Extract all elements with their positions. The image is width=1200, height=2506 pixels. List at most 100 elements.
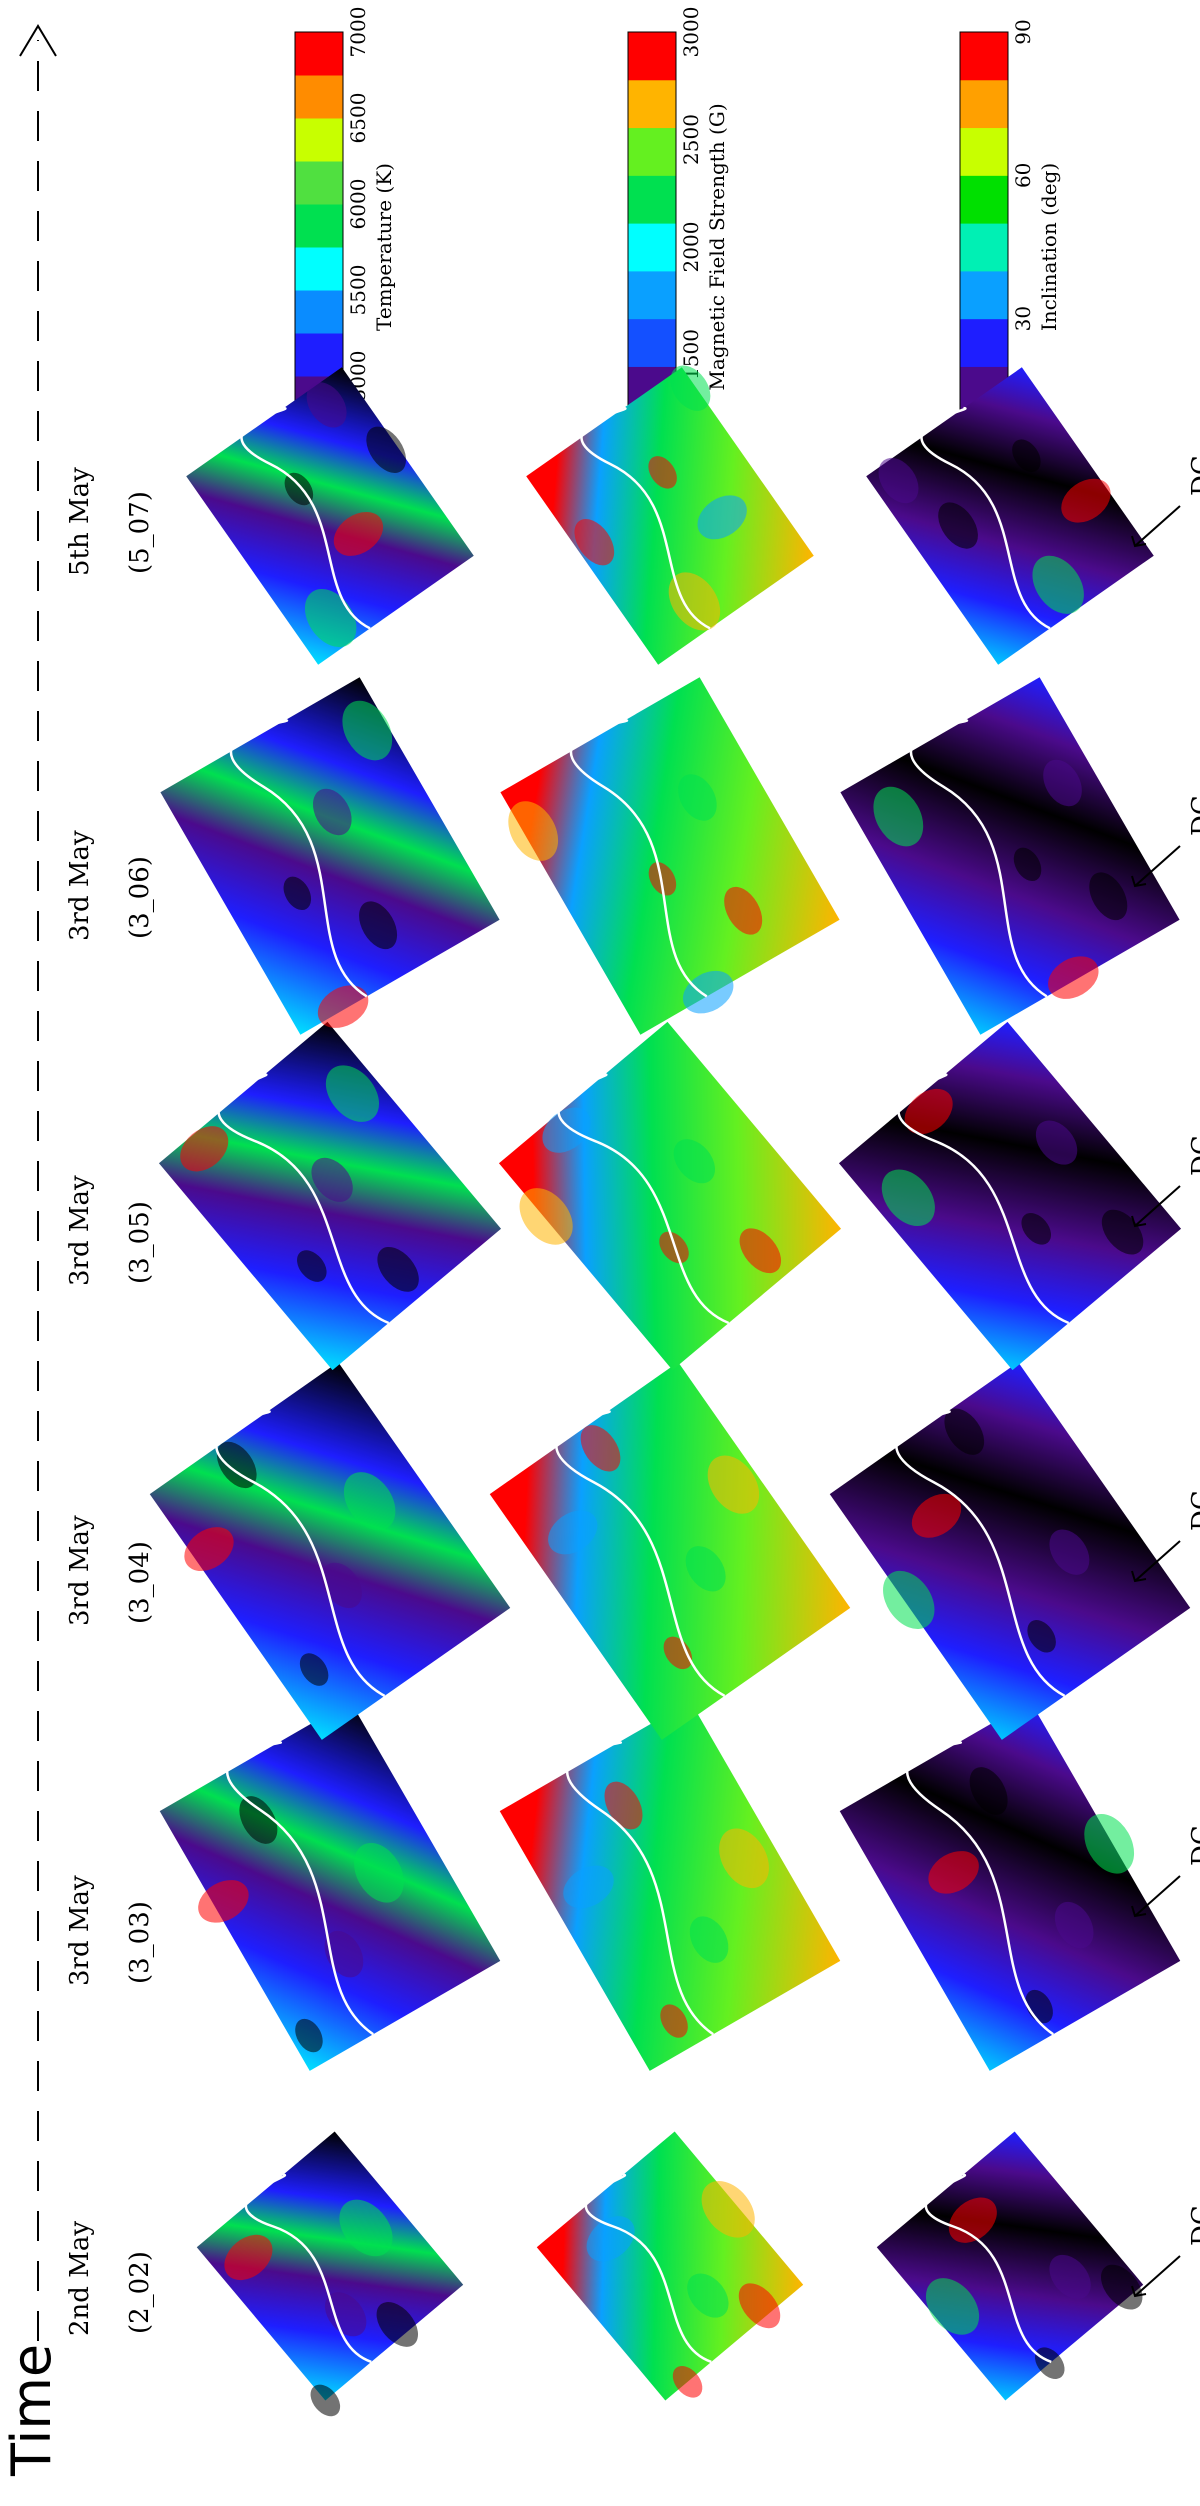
map-feature	[724, 886, 763, 935]
map-image	[159, 1701, 501, 2071]
map-image	[866, 367, 1154, 665]
map-feature	[574, 518, 615, 566]
colorbar-tick-label: 60	[1011, 163, 1035, 188]
column-code: (3_03)	[125, 1901, 155, 1984]
map-image	[839, 1701, 1181, 2071]
dc-marker: DC	[1131, 1825, 1200, 1918]
map-feature	[580, 1425, 621, 1472]
map-feature	[224, 2234, 273, 2281]
dc-arrow	[1134, 1540, 1181, 1582]
map-panel-field-strength	[499, 1701, 841, 2071]
map-feature	[325, 1065, 380, 1122]
map-panel-field-strength	[526, 365, 814, 665]
map-panel-inclination	[876, 2131, 1144, 2401]
contour-line	[217, 1073, 390, 1325]
colorbar-swatch	[628, 127, 676, 176]
map-feature	[648, 456, 677, 489]
dc-arrow	[1134, 1185, 1181, 1227]
map-feature	[198, 1880, 249, 1923]
map-feature	[739, 1228, 782, 1274]
dc-label: DC	[1187, 1135, 1200, 1176]
colorbar-swatch	[960, 175, 1008, 224]
map-feature	[359, 901, 398, 950]
map-feature	[672, 2366, 703, 2398]
map-panel-inclination	[839, 1701, 1181, 2071]
map-feature	[283, 876, 312, 911]
map-feature	[663, 1636, 693, 1670]
colorbar-swatch	[295, 290, 343, 334]
map-feature	[306, 382, 347, 428]
column-headers: 2nd May (2_02) 3rd May (3_03) 3rd May (3_04) 3…	[65, 467, 155, 2336]
colorbar-swatch	[960, 79, 1008, 129]
map-panel-temperature	[196, 2131, 464, 2417]
map-panel-inclination	[829, 1362, 1191, 1740]
map-feature	[1049, 2254, 1091, 2299]
map-feature	[339, 2199, 393, 2257]
column-date: 3rd May	[65, 1875, 95, 1986]
column-code: (5_07)	[125, 491, 155, 574]
map-feature	[508, 801, 559, 861]
map-feature	[668, 572, 721, 631]
map-feature	[678, 774, 717, 821]
map-feature	[542, 1107, 591, 1153]
map-feature	[648, 862, 677, 896]
map-feature	[317, 985, 369, 1028]
dc-marker: DC	[1131, 455, 1200, 548]
map-feature	[944, 1408, 985, 1455]
map-feature	[1035, 1120, 1078, 1165]
map-feature	[1084, 1813, 1135, 1874]
colorbar-swatch	[295, 32, 343, 76]
map-image	[536, 2131, 804, 2401]
dc-marker: DC	[1131, 1135, 1200, 1228]
dc-arrow-head	[1131, 1570, 1147, 1583]
map-feature	[366, 426, 407, 473]
map-image	[840, 677, 1180, 1035]
map-feature	[682, 970, 734, 1014]
map-feature	[184, 1527, 234, 1572]
colorbar-swatch	[960, 32, 1008, 81]
map-feature	[310, 2384, 341, 2417]
map-feature	[1054, 1901, 1094, 1949]
contour-line	[244, 2173, 372, 2364]
colorbar-tick-label: 30	[1011, 306, 1035, 331]
map-feature	[1061, 478, 1111, 523]
dc-arrow-head	[1131, 875, 1147, 888]
column-date: 3rd May	[65, 1515, 95, 1626]
colorbar-swatch	[295, 75, 343, 119]
dc-marker: DC	[1131, 795, 1200, 888]
map-image	[489, 1362, 851, 1740]
map-image	[160, 677, 500, 1035]
map-feature	[948, 2197, 997, 2243]
map-image	[498, 1021, 842, 1371]
dc-marker: DC	[1131, 1490, 1200, 1583]
map-feature	[1012, 439, 1041, 472]
contour-line	[240, 406, 371, 630]
map-panel-inclination	[838, 1021, 1182, 1371]
colorbar-swatch	[628, 32, 676, 81]
dc-label: DC	[1187, 795, 1200, 836]
time-label: Time	[0, 2344, 63, 2477]
map-feature	[928, 1851, 979, 1894]
dc-label: DC	[1187, 455, 1200, 496]
colorbar-swatch	[628, 223, 676, 272]
panel-grid	[149, 365, 1191, 2417]
contour-line	[897, 1073, 1070, 1325]
map-feature	[1049, 1529, 1090, 1575]
map-panel-field-strength	[498, 1021, 842, 1371]
colorbar-swatch	[295, 161, 343, 205]
map-feature	[911, 1493, 962, 1538]
map-feature	[697, 495, 747, 540]
dc-arrow	[1134, 505, 1181, 547]
map-feature	[670, 365, 711, 411]
contour-line	[555, 1410, 726, 1697]
column-date: 3rd May	[65, 1175, 95, 1286]
map-feature	[873, 786, 924, 847]
column-date: 5th May	[65, 467, 95, 576]
colorbar-swatch	[295, 118, 343, 162]
rotated-panel-layer: Time 2nd May (2_02) 3rd May (3_03) 3rd May (3…	[0, 24, 1200, 2477]
column-code: (2_02)	[125, 2251, 155, 2334]
map-feature	[519, 1188, 573, 1245]
map-feature	[563, 1865, 614, 1909]
map-panel-field-strength	[536, 2131, 804, 2401]
map-feature	[295, 2018, 323, 2053]
